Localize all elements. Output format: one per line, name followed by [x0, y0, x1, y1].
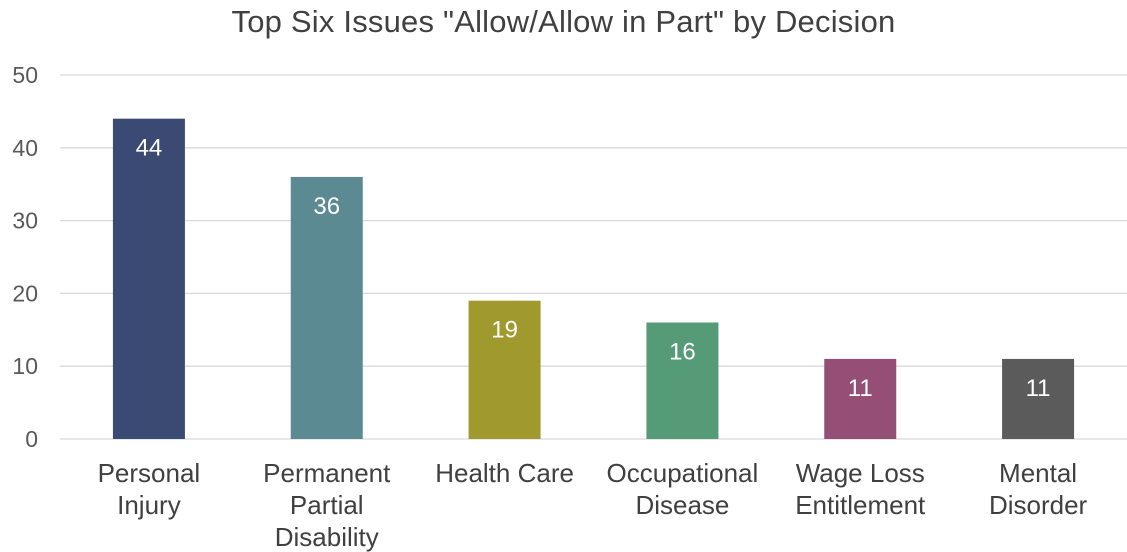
x-axis-ticks: Personal Injury Permanent Partial Disability… [98, 458, 1088, 552]
x-tick-label: Wage Loss Entitlement [795, 458, 926, 520]
bar [468, 300, 541, 439]
x-tick-label-line: Disease [635, 490, 729, 520]
y-tick-label: 30 [12, 208, 38, 234]
x-tick-label: Personal Injury [98, 458, 201, 520]
x-tick-label-line: Injury [117, 490, 181, 520]
data-labels: 44 36 19 16 11 11 [136, 135, 1051, 402]
bar [112, 118, 185, 440]
x-tick-label-line: Health Care [435, 458, 574, 488]
x-tick-label-line: Disorder [989, 490, 1088, 520]
data-label: 11 [848, 375, 873, 402]
y-tick-label: 20 [12, 280, 38, 306]
x-tick-label: Permanent Partial Disability [263, 458, 391, 552]
x-tick-label-line: Wage Loss [796, 458, 925, 488]
y-tick-label: 40 [12, 135, 38, 161]
data-label: 19 [491, 317, 518, 344]
bar [1002, 358, 1075, 439]
x-tick-label-line: Personal [98, 458, 201, 488]
x-tick-label-line: Disability [275, 522, 379, 552]
y-tick-label: 0 [25, 426, 38, 452]
y-axis-ticks: 0 10 20 30 40 50 [12, 62, 38, 452]
x-tick-label: Occupational Disease [607, 458, 759, 520]
x-tick-label-line: Occupational [607, 458, 759, 488]
y-tick-label: 50 [12, 62, 38, 88]
x-tick-label-line: Entitlement [795, 490, 926, 520]
bar [290, 176, 363, 440]
x-tick-label: Health Care [435, 458, 574, 488]
x-tick-label-line: Permanent [263, 458, 391, 488]
y-tick-label: 10 [12, 353, 38, 379]
bar [824, 358, 897, 439]
data-label: 11 [1026, 375, 1051, 402]
data-label: 36 [313, 193, 340, 220]
data-label: 44 [136, 135, 163, 162]
gridlines [60, 74, 1127, 440]
chart-title: Top Six Issues "Allow/Allow in Part" by … [231, 4, 896, 39]
x-tick-label-line: Partial [290, 490, 364, 520]
bars [112, 118, 1075, 440]
bar [646, 322, 719, 439]
x-tick-label-line: Mental [999, 458, 1077, 488]
data-label: 16 [669, 339, 696, 366]
x-tick-label: Mental Disorder [989, 458, 1088, 520]
